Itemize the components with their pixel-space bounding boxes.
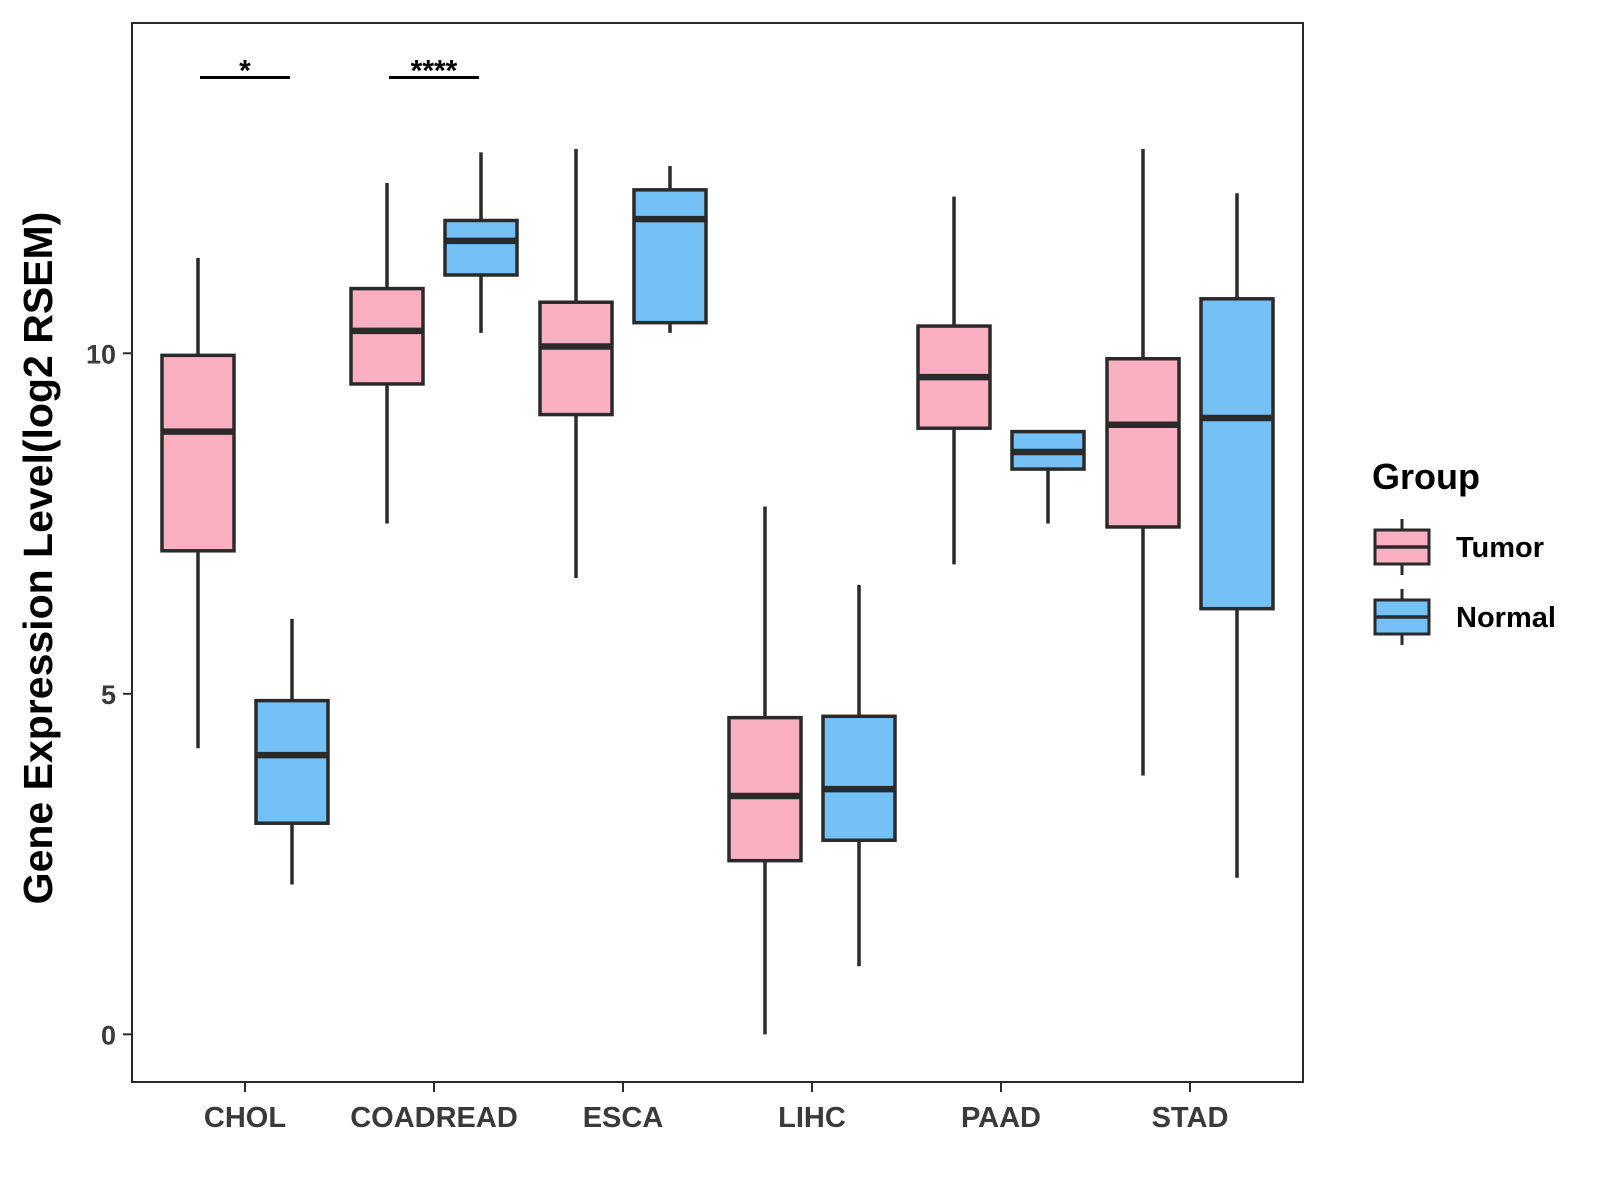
y-axis-title: Gene Expression Level(log2 RSEM)	[15, 212, 61, 905]
box-body	[821, 714, 897, 842]
box-normal-paad	[1010, 429, 1086, 524]
x-tick-label: LIHC	[778, 1102, 846, 1134]
box-body	[1199, 297, 1275, 611]
box-body	[349, 286, 425, 386]
y-tick-label: 0	[101, 1020, 116, 1050]
box-normal-coadread	[443, 152, 519, 333]
axes: 0 5 10 CHOL COADREAD ESCA LIHC PAAD STAD	[86, 22, 1304, 1134]
box-body	[160, 353, 236, 553]
x-tick-label: ESCA	[583, 1102, 664, 1134]
significance-coadread: ****	[389, 54, 479, 87]
legend-title: Group	[1372, 456, 1480, 497]
box-tumor-lihc	[727, 506, 803, 1035]
significance-label: *	[239, 54, 251, 87]
legend-item-tumor: Tumor	[1373, 519, 1544, 575]
legend-label: Normal	[1456, 602, 1556, 634]
box-body	[1105, 356, 1181, 529]
y-tick-label: 10	[86, 339, 116, 369]
x-tick-label: COADREAD	[350, 1102, 518, 1134]
box-body	[727, 715, 803, 863]
box-normal-lihc	[821, 584, 897, 967]
box-body	[632, 188, 708, 325]
x-tick-label: STAD	[1152, 1102, 1229, 1134]
legend-item-normal: Normal	[1373, 589, 1556, 645]
box-tumor-paad	[916, 196, 992, 565]
plot-area: * ****	[160, 54, 1275, 1035]
box-tumor-stad	[1105, 148, 1181, 776]
box-tumor-chol	[160, 257, 236, 749]
legend-label: Tumor	[1456, 532, 1544, 564]
box-normal-esca	[632, 166, 708, 333]
x-tick-label: CHOL	[204, 1102, 286, 1134]
box-body	[254, 698, 330, 825]
box-normal-chol	[254, 618, 330, 885]
box-body	[538, 300, 614, 417]
y-tick-label: 5	[101, 680, 116, 710]
box-normal-stad	[1199, 193, 1275, 878]
legend: Group Tumor Normal	[1372, 456, 1556, 645]
box-tumor-coadread	[349, 183, 425, 524]
box-tumor-esca	[538, 148, 614, 579]
panel-border	[131, 22, 1304, 1083]
box-body	[443, 218, 519, 277]
x-tick-label: PAAD	[961, 1102, 1041, 1134]
significance-chol: *	[200, 54, 290, 87]
significance-label: ****	[411, 54, 458, 87]
